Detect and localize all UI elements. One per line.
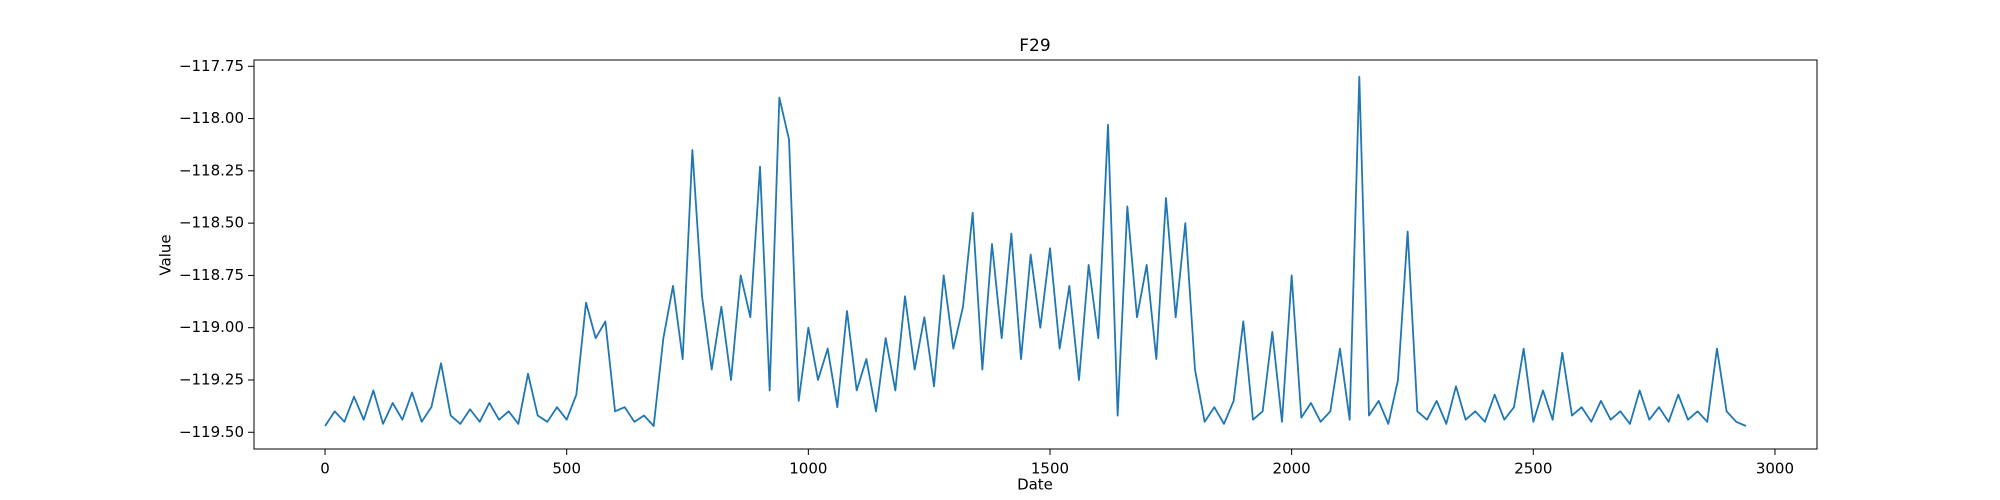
data-line <box>324 75 1747 427</box>
y-tick-label: −119.50 <box>179 423 244 441</box>
x-tick-label: 500 <box>552 460 581 478</box>
y-tick-label: −117.75 <box>179 57 244 75</box>
x-tick-label: 1000 <box>789 460 827 478</box>
x-axis-label: Date <box>1017 476 1053 494</box>
x-tick-label: 0 <box>320 460 330 478</box>
y-tick-label: −118.25 <box>179 161 244 179</box>
x-tick-label: 3000 <box>1756 460 1794 478</box>
y-tick-label: −119.25 <box>179 370 244 388</box>
y-tick-label: −118.50 <box>179 214 244 232</box>
y-tick-label: −119.00 <box>179 318 244 336</box>
x-tick-label: 1500 <box>1031 460 1069 478</box>
y-tick-label: −118.00 <box>179 109 244 127</box>
x-tick-label: 2500 <box>1514 460 1552 478</box>
chart-title: F29 <box>1019 36 1050 56</box>
y-tick-label: −118.75 <box>179 266 244 284</box>
x-tick-label: 2000 <box>1273 460 1311 478</box>
plot-frame <box>253 59 1818 450</box>
y-axis-label: Value <box>157 234 175 275</box>
